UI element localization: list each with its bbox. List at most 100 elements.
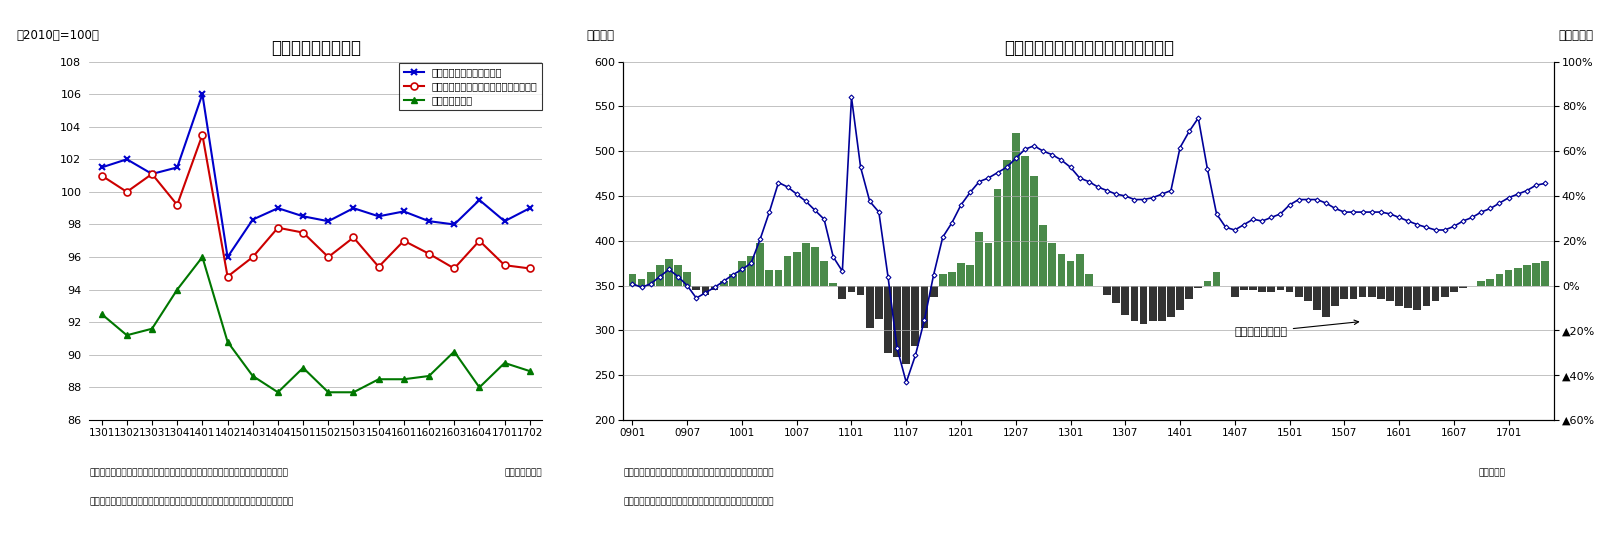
家計調査・消費水準指数（除く住居等） [243,254,262,260]
Bar [729,274,737,286]
家計調査・消費水準指数（除く住居等） [92,172,112,179]
Bar [665,258,674,286]
Text: （年・月）: （年・月） [1478,468,1506,477]
消費財出荷指数 [92,311,112,317]
Bar [720,281,727,286]
Bar [711,286,719,290]
Bar [894,286,902,357]
Bar [1368,286,1376,297]
Bar [1413,286,1421,310]
Bar [638,279,646,286]
消費財出荷指数 [117,332,136,339]
Bar [902,286,910,364]
Bar [1423,286,1430,305]
小売業販売額指数（実質） [269,205,288,211]
家計調査・消費水準指数（除く住居等） [142,171,162,177]
Text: （2010年=100）: （2010年=100） [16,29,99,42]
Bar [984,243,992,286]
Line: 消費財出荷指数: 消費財出荷指数 [99,254,533,396]
消費財出荷指数 [393,376,413,383]
小売業販売額指数（実質） [243,216,262,223]
Bar [1523,265,1530,286]
Bar [1175,286,1183,310]
Text: （注）小売業販売額指数は消費者物価指数（持家の帰属家賃を除く総合）で実質化: （注）小売業販売額指数は消費者物価指数（持家の帰属家賃を除く総合）で実質化 [89,468,288,477]
Bar [1258,286,1266,292]
Legend: 小売業販売額指数（実質）, 家計調査・消費水準指数（除く住居等）, 消費財出荷指数: 小売業販売額指数（実質）, 家計調査・消費水準指数（除く住居等）, 消費財出荷指… [400,63,542,110]
Bar [856,286,865,294]
小売業販売額指数（実質） [219,254,238,260]
小売業販売額指数（実質） [470,197,489,203]
Bar [674,265,682,286]
Bar [1185,286,1193,299]
Bar [1341,286,1349,299]
Text: （万台）: （万台） [586,29,614,42]
消費財出荷指数 [470,384,489,391]
家計調査・消費水準指数（除く住居等） [419,250,439,257]
Bar [1459,286,1467,288]
消費財出荷指数 [445,348,465,355]
Bar [1514,268,1522,286]
小売業販売額指数（実質） [393,208,413,215]
Bar [1122,286,1128,315]
消費財出荷指数 [167,286,186,293]
消費財出荷指数 [419,373,439,379]
Bar [1022,156,1028,286]
Bar [939,274,947,286]
Bar [1451,286,1457,292]
Bar [1167,286,1175,317]
Bar [648,272,654,286]
Bar [994,189,1002,286]
Bar [748,256,754,286]
小売業販売額指数（実質） [117,156,136,163]
家計調査・消費水準指数（除く住居等） [219,273,238,280]
消費財出荷指数 [193,254,212,260]
Bar [1268,286,1276,292]
家計調査・消費水準指数（除く住居等） [495,262,515,269]
Bar [874,286,882,319]
小売業販売額指数（実質） [319,218,338,224]
Bar [756,243,764,286]
Bar [1012,133,1020,286]
Bar [693,286,699,290]
小売業販売額指数（実質） [495,218,515,224]
小売業販売額指数（実質） [193,91,212,97]
Bar [1486,279,1494,286]
Bar [848,286,855,292]
Bar [1313,286,1321,310]
小売業販売額指数（実質） [167,164,186,171]
小売業販売額指数（実質） [369,213,389,219]
Bar [929,286,937,297]
Bar [784,256,792,286]
Bar [911,286,920,346]
Bar [1057,254,1065,286]
消費財出荷指数 [369,376,389,383]
Bar [793,252,801,286]
Bar [1158,286,1166,322]
Bar [1285,286,1294,292]
Bar [1404,286,1412,308]
Bar [1386,286,1394,301]
Bar [1358,286,1366,297]
家計調査・消費水準指数（除く住居等） [520,265,539,272]
Line: 小売業販売額指数（実質）: 小売業販売額指数（実質） [99,90,533,261]
Bar [656,265,664,286]
Title: 新車販売台数（含む軽乗用車）の推移: 新車販売台数（含む軽乗用車）の推移 [1004,39,1174,57]
Bar [884,286,892,353]
消費財出荷指数 [219,339,238,345]
Bar [1303,286,1311,301]
Bar [1541,261,1549,286]
Bar [1295,286,1303,297]
Bar [811,248,819,286]
家計調査・消費水準指数（除く住居等） [167,202,186,208]
Bar [774,270,782,286]
消費財出荷指数 [520,368,539,374]
Bar [1203,281,1211,286]
消費財出荷指数 [319,389,338,395]
消費財出荷指数 [142,325,162,332]
Bar [1441,286,1449,297]
Bar [1213,272,1221,286]
Bar [821,261,827,286]
Bar [1002,160,1010,286]
Bar [1323,286,1329,317]
Bar [967,265,975,286]
